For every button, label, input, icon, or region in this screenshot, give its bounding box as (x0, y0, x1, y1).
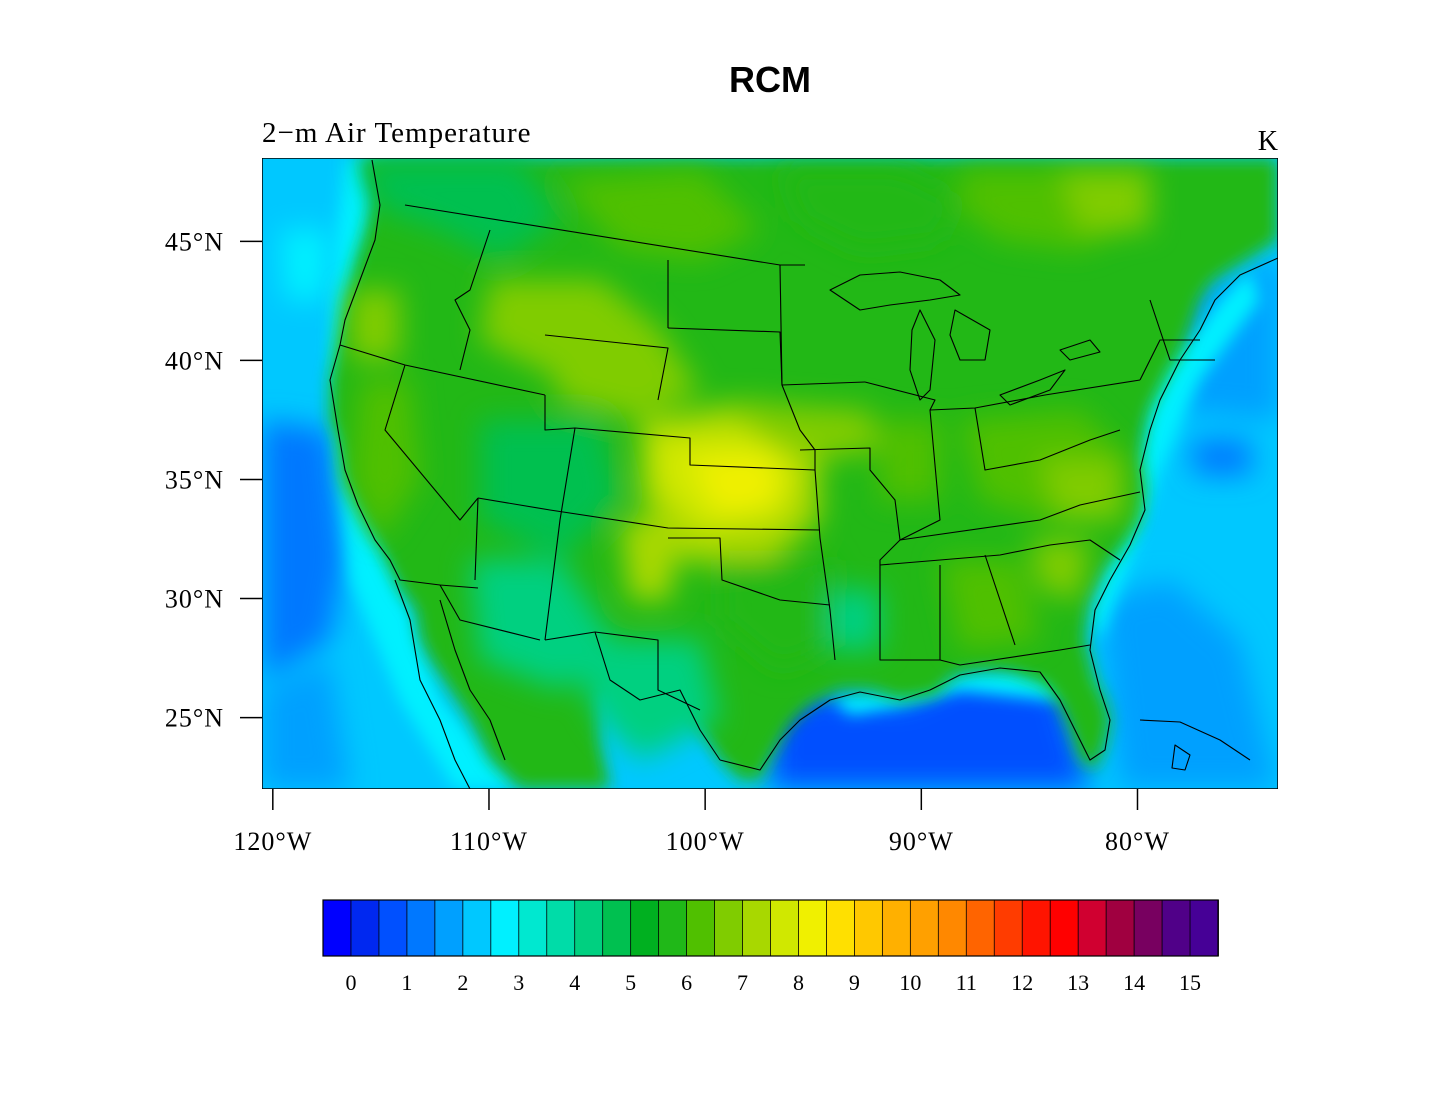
colorbar-swatch (686, 899, 716, 957)
colorbar-label: 2 (457, 970, 468, 995)
colorbar-label: 13 (1067, 970, 1089, 995)
colorbar-swatch (854, 899, 884, 957)
lat-tick-label: 35°N (165, 465, 224, 494)
units-label: K (1258, 126, 1278, 157)
colorbar-label: 6 (681, 970, 692, 995)
colorbar-swatch (1049, 899, 1080, 957)
lon-tick-label: 110°W (450, 827, 528, 856)
lat-tick-label: 45°N (165, 227, 224, 256)
colorbar-swatch (742, 899, 772, 957)
colorbar-label: 3 (513, 970, 524, 995)
colorbar-swatch (881, 899, 912, 957)
left-string: 2−m Air Temperature (262, 117, 532, 149)
colorbar-swatch (1105, 899, 1135, 957)
colorbar-swatch (1077, 899, 1108, 957)
colorbar-label: 11 (956, 970, 977, 995)
political-boundaries (329, 159, 1278, 789)
lon-tick-label: 100°W (666, 827, 745, 856)
lat-tick-label: 30°N (165, 585, 224, 614)
colorbar-label: 12 (1011, 970, 1033, 995)
lon-tick-label: 90°W (889, 827, 954, 856)
colorbar-swatch (574, 899, 604, 957)
map-axes: 45°N 40°N 35°N 30°N 25°N 120°W 110°W 100°W 90°W 8… (165, 227, 1170, 856)
colorbar-label: 4 (569, 970, 580, 995)
colorbar-swatch (826, 899, 856, 957)
colorbar-label: 15 (1179, 970, 1201, 995)
lat-tick-label: 40°N (165, 346, 224, 375)
lon-tick-label: 120°W (233, 827, 312, 856)
colorbar-label: 10 (899, 970, 921, 995)
colorbar-swatch (770, 899, 800, 957)
colorbar-swatch (965, 899, 996, 957)
colorbar-swatch (714, 899, 744, 957)
colorbar-swatch (434, 899, 464, 957)
colorbar-swatch (406, 899, 436, 957)
colorbar-swatch (378, 899, 408, 957)
colorbar-frame (322, 899, 1219, 957)
map-panel (262, 158, 1278, 789)
colorbar-label: 1 (401, 970, 412, 995)
colorbar-swatch (322, 899, 352, 957)
colorbar-swatch (658, 899, 688, 957)
colorbar-label: 5 (625, 970, 636, 995)
colorbar-swatch (1189, 899, 1219, 957)
colorbar-swatch (1161, 899, 1191, 957)
colorbar-swatch (909, 899, 940, 957)
colorbar: 0 1 2 3 4 5 6 7 8 9 10 11 12 13 14 15 (322, 899, 1219, 995)
colorbar-swatch (546, 899, 576, 957)
colorbar-swatch (462, 899, 492, 957)
colorbar-swatch (798, 899, 828, 957)
plot-title: RCM (729, 59, 811, 100)
lon-tick-label: 80°W (1105, 827, 1170, 856)
colorbar-label: 0 (345, 970, 356, 995)
colorbar-swatch (937, 899, 968, 957)
lat-tick-label: 25°N (165, 704, 224, 733)
colorbar-swatch (518, 899, 548, 957)
colorbar-label: 7 (737, 970, 748, 995)
colorbar-swatch (1021, 899, 1052, 957)
colorbar-label: 14 (1123, 970, 1145, 995)
colorbar-swatch (993, 899, 1024, 957)
colorbar-swatch (490, 899, 520, 957)
colorbar-swatch (602, 899, 632, 957)
colorbar-swatch (350, 899, 380, 957)
colorbar-label: 8 (793, 970, 804, 995)
colorbar-swatch (1133, 899, 1163, 957)
colorbar-swatch (630, 899, 660, 957)
colorbar-label: 9 (849, 970, 860, 995)
